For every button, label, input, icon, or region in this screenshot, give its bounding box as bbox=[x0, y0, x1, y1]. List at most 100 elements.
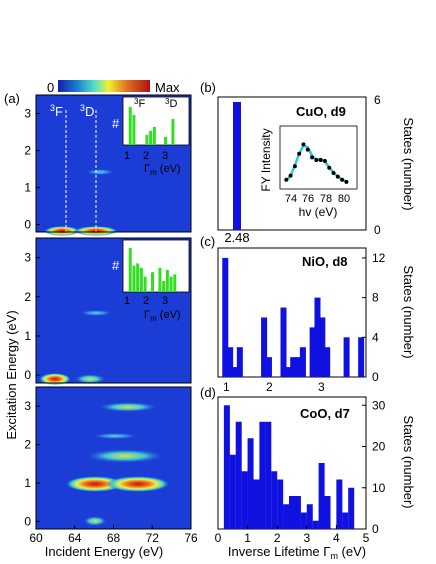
inset-bar bbox=[152, 127, 156, 145]
inset-top-3d: 3D bbox=[165, 97, 177, 110]
bar bbox=[253, 479, 260, 529]
left-xtick: 64 bbox=[68, 531, 82, 545]
fy-tick-74: 74 bbox=[285, 193, 297, 205]
ytick: 12 bbox=[372, 251, 386, 265]
fy-point bbox=[335, 174, 340, 179]
left-xlabel: Incident Energy (eV) bbox=[45, 544, 164, 559]
inset-middle-bars bbox=[128, 248, 177, 292]
bar bbox=[312, 520, 319, 529]
panel-d-yticks: 0 10 20 30 bbox=[362, 398, 386, 536]
panel-d: CoO, d7 0 10 20 30 0 1 2 3 4 5 Inverse Lifetime … bbox=[215, 396, 386, 561]
xtick: 1 bbox=[244, 531, 251, 545]
fy-point bbox=[292, 164, 297, 169]
inset-top-tick-1: 1 bbox=[124, 150, 130, 162]
bar bbox=[223, 405, 230, 529]
panel-c-xtick-2: 2 bbox=[266, 380, 273, 394]
fy-point bbox=[301, 142, 306, 147]
heatmap-top-feature-1 bbox=[44, 226, 80, 236]
panel-b-bar-value: 2.48 bbox=[224, 230, 249, 245]
bar bbox=[265, 421, 272, 529]
bar bbox=[235, 421, 242, 529]
heatmap-top-frame bbox=[35, 94, 192, 233]
fy-point bbox=[322, 159, 327, 164]
inset-bar bbox=[171, 119, 175, 145]
bar bbox=[358, 337, 365, 377]
ytick: 8 bbox=[372, 291, 379, 305]
bar bbox=[309, 327, 316, 377]
left-ytick: 2 bbox=[24, 144, 31, 158]
left-axis-ticks: 60 64 68 72 76 0 1 2 3 0 1 2 3 0 1 2 3 bbox=[24, 107, 198, 545]
colorbar-max-label: Max bbox=[155, 80, 180, 95]
panel-label-c: (c) bbox=[200, 234, 215, 249]
bar bbox=[299, 347, 306, 377]
left-xtick: 72 bbox=[146, 531, 160, 545]
bar bbox=[229, 454, 236, 529]
inset-bar bbox=[128, 107, 132, 145]
bar bbox=[289, 496, 295, 529]
left-ytick: 0 bbox=[24, 368, 31, 382]
inset-middle-hash: # bbox=[112, 258, 120, 273]
heatmap-top-feature-3 bbox=[86, 169, 114, 175]
right-ylabel-d: States (number) bbox=[401, 415, 416, 508]
heatmap-middle-feature-1 bbox=[39, 373, 71, 385]
bar bbox=[348, 487, 355, 529]
inset-bar bbox=[151, 272, 154, 292]
inset-middle-tick-2: 2 bbox=[143, 295, 149, 307]
panel-c: NiO, d8 0 4 8 12 1 2 3 bbox=[217, 247, 386, 394]
heatmap-bottom-feature-5 bbox=[98, 402, 158, 412]
fy-tick-76: 76 bbox=[302, 193, 314, 205]
inset-middle-tick-3: 3 bbox=[162, 295, 168, 307]
panel-c-xtick-1: 1 bbox=[223, 380, 230, 394]
fy-point bbox=[340, 177, 345, 182]
heatmap-middle-frame bbox=[35, 237, 192, 384]
bar bbox=[294, 496, 301, 529]
fy-point bbox=[310, 155, 315, 160]
bar bbox=[290, 357, 297, 377]
left-ytick: 3 bbox=[24, 251, 31, 265]
xtick: 4 bbox=[333, 531, 340, 545]
fy-point bbox=[305, 147, 310, 152]
panel-c-xtick-3: 3 bbox=[318, 380, 325, 394]
panel-b-sample: CuO, d9 bbox=[296, 104, 346, 119]
inset-top-xlabel: Γm (eV) bbox=[144, 163, 181, 177]
inset-top-tick-3: 3 bbox=[162, 150, 168, 162]
heatmap-middle: # 1 2 3 Γm (eV) bbox=[35, 237, 192, 385]
bar bbox=[342, 512, 349, 529]
panel-b-ytick-6: 6 bbox=[374, 93, 381, 107]
inset-bar bbox=[162, 281, 166, 292]
panel-b-bar bbox=[233, 102, 241, 230]
heatmap-bottom-feature-2 bbox=[106, 476, 170, 492]
inset-middle-tick-1: 1 bbox=[124, 295, 130, 307]
fy-point bbox=[344, 179, 349, 184]
annotation-3d: 3D bbox=[80, 103, 94, 119]
bar bbox=[261, 317, 268, 377]
panel-c-bars bbox=[222, 257, 365, 377]
fy-point bbox=[331, 171, 336, 175]
bar bbox=[306, 504, 313, 529]
ytick: 0 bbox=[372, 522, 379, 536]
heatmap-bottom-feature-4 bbox=[93, 433, 137, 439]
colorbar-min-label: 0 bbox=[47, 80, 54, 95]
fy-tick-80: 80 bbox=[338, 193, 350, 205]
inset-top-tick-2: 2 bbox=[143, 150, 149, 162]
inset-bar bbox=[145, 135, 149, 145]
bar bbox=[231, 367, 238, 377]
xtick: 0 bbox=[215, 531, 222, 545]
inset-top-hash: # bbox=[112, 116, 120, 131]
bar bbox=[336, 479, 343, 529]
heatmap-middle-feature-3 bbox=[80, 310, 112, 316]
annotation-3f: 3F bbox=[50, 103, 63, 119]
inset-bar bbox=[164, 137, 167, 145]
left-ytick: 1 bbox=[24, 329, 31, 343]
ytick: 0 bbox=[372, 370, 379, 384]
bar bbox=[343, 337, 350, 377]
colorbar bbox=[58, 80, 150, 92]
bar bbox=[271, 471, 278, 529]
panel-label-d: (d) bbox=[200, 385, 216, 400]
bar bbox=[241, 471, 248, 529]
heatmap-top: 3F 3D 3F 3D # 1 2 3 Γm (eV) bbox=[35, 94, 192, 236]
bar bbox=[318, 463, 325, 529]
bar bbox=[300, 512, 307, 529]
left-ytick: 2 bbox=[24, 438, 31, 452]
inset-top-bars bbox=[128, 107, 175, 145]
